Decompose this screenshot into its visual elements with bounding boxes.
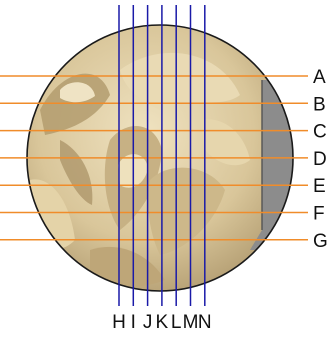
horizontal-lines	[0, 75, 308, 241]
label-g: G	[313, 231, 328, 252]
surface-image	[27, 25, 293, 291]
label-a: A	[313, 67, 326, 88]
label-h: H	[112, 312, 126, 333]
label-j: J	[143, 312, 153, 333]
label-k: K	[156, 312, 169, 333]
label-f: F	[313, 204, 325, 225]
label-c: C	[313, 122, 327, 143]
label-l: L	[171, 312, 182, 333]
label-e: E	[313, 176, 326, 197]
label-b: B	[313, 94, 326, 115]
vertical-lines	[118, 5, 206, 306]
label-d: D	[313, 149, 327, 170]
label-n: N	[198, 312, 212, 333]
label-m: M	[183, 312, 199, 333]
label-i: I	[131, 312, 136, 333]
